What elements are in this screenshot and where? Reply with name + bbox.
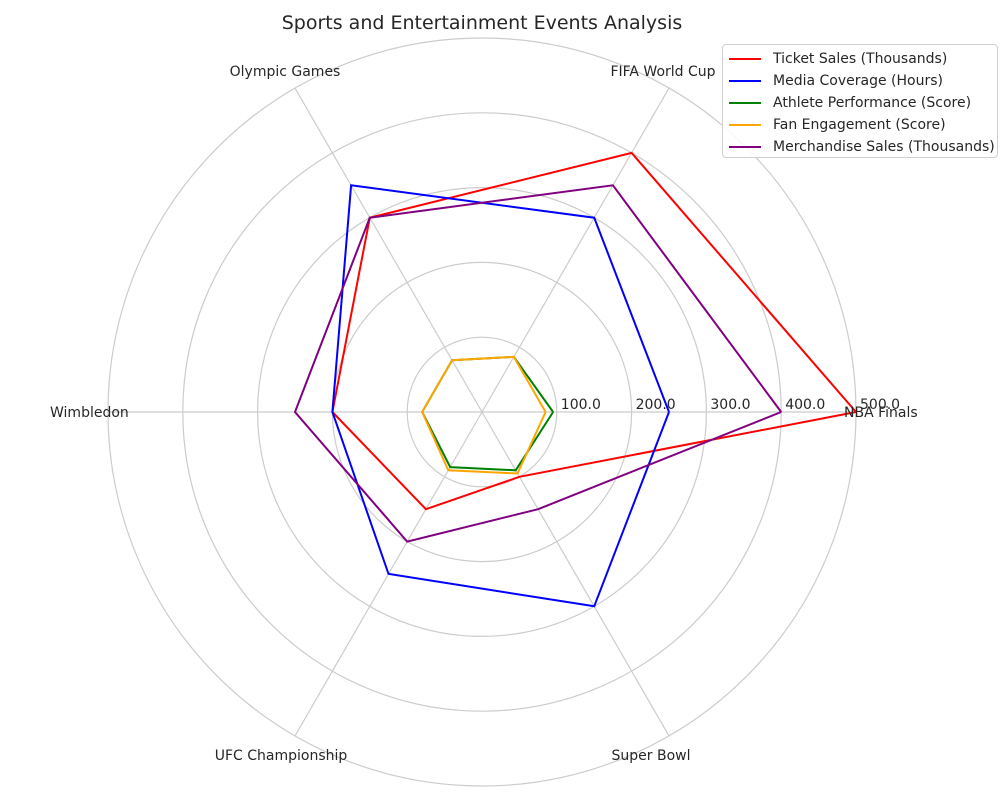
legend-label: Fan Engagement (Score) — [773, 117, 946, 133]
series-lines — [293, 151, 857, 608]
category-label-super-bowl: Super Bowl — [612, 748, 691, 764]
legend-item: Merchandise Sales (Thousands) — [729, 136, 995, 158]
series-line-merchandise-sales-thousands — [293, 184, 783, 543]
series-line-athlete-performance-score — [421, 355, 554, 472]
grid-spoke — [294, 87, 483, 413]
category-label-olympic-games: Olympic Games — [230, 64, 341, 80]
legend: Ticket Sales (Thousands) Media Coverage (… — [722, 44, 998, 158]
category-label-wimbledon: Wimbledon — [50, 405, 129, 421]
chart-title: Sports and Entertainment Events Analysis — [282, 12, 683, 34]
legend-label: Merchandise Sales (Thousands) — [773, 139, 995, 155]
category-label-ufc-championship: UFC Championship — [215, 748, 348, 764]
legend-item: Athlete Performance (Score) — [729, 92, 971, 114]
legend-label: Athlete Performance (Score) — [773, 95, 972, 111]
legend-swatch — [729, 80, 761, 82]
category-labels: NBA Finals FIFA World Cup Olympic Games Wim… — [50, 64, 918, 764]
legend-item: Ticket Sales (Thousands) — [729, 48, 947, 70]
legend-label: Ticket Sales (Thousands) — [773, 51, 948, 67]
legend-label: Media Coverage (Hours) — [773, 73, 943, 89]
grid-spoke — [481, 411, 670, 737]
legend-swatch — [729, 58, 761, 60]
legend-item: Media Coverage (Hours) — [729, 70, 943, 92]
radial-tick-labels: 100.0 200.0 300.0 400.0 500.0 — [561, 397, 900, 413]
legend-item: Fan Engagement (Score) — [729, 114, 946, 136]
category-label-nba-finals: NBA Finals — [844, 405, 918, 421]
series-line-media-coverage-hours — [331, 184, 670, 608]
r-tick-label: 200.0 — [636, 397, 676, 413]
series-line-fan-engagement-score — [421, 355, 547, 475]
r-tick-label: 300.0 — [710, 397, 750, 413]
legend-swatch — [729, 146, 761, 148]
r-tick-label: 100.0 — [561, 397, 601, 413]
legend-swatch — [729, 102, 761, 104]
category-label-fifa-world-cup: FIFA World Cup — [610, 64, 715, 80]
grid-spoke — [481, 87, 670, 413]
legend-swatch — [729, 124, 761, 126]
r-tick-label: 400.0 — [785, 397, 825, 413]
r-tick-label: 500.0 — [860, 397, 900, 413]
